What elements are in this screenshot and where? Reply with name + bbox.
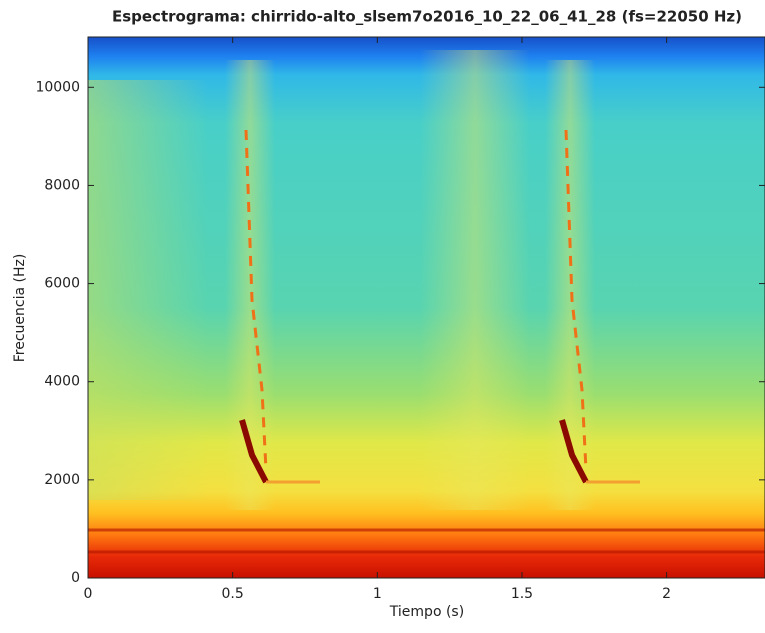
x-tick-label: 0.5 [222, 586, 244, 602]
y-tick-label: 4000 [44, 374, 80, 390]
plot-frame [87, 36, 765, 579]
glow [88, 80, 208, 500]
y-tick-label: 6000 [44, 276, 80, 292]
x-tick-label: 2 [662, 586, 671, 602]
glow [545, 60, 595, 510]
chirp [239, 419, 269, 484]
y-tick-label: 2000 [44, 472, 80, 488]
spectrogram-image [88, 37, 765, 578]
chirp [559, 419, 589, 484]
y-tick-label: 10000 [35, 79, 80, 95]
y-tick-label: 8000 [44, 177, 80, 193]
x-axis-label: Tiempo (s) [389, 604, 464, 620]
y-axis-label: Frecuencia (Hz) [12, 254, 28, 363]
band [88, 528, 765, 554]
glow [225, 60, 275, 510]
glow [420, 50, 530, 510]
x-tick-label: 1 [373, 586, 382, 602]
x-tick-label: 1.5 [511, 586, 533, 602]
y-tick-label: 0 [71, 570, 80, 586]
x-tick-label: 0 [84, 586, 93, 602]
chart-title: Espectrograma: chirrido-alto_slsem7o2016… [112, 8, 742, 26]
